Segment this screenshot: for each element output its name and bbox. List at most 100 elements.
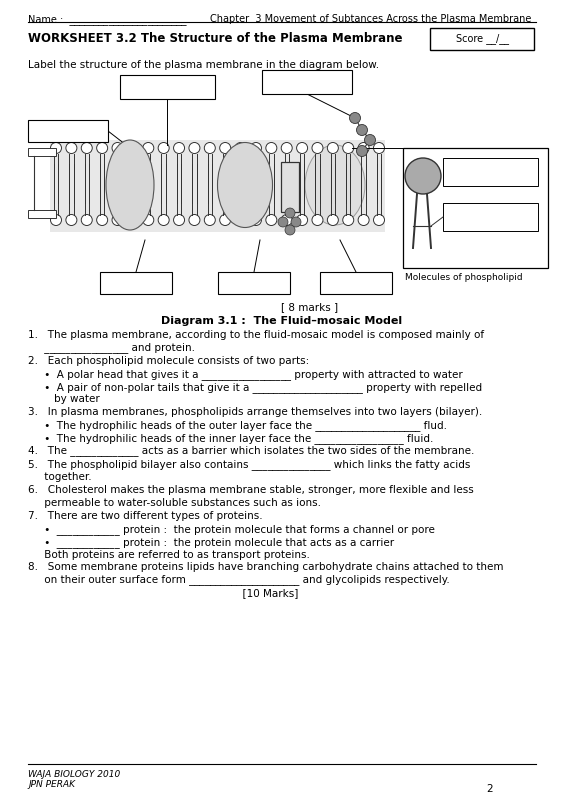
Circle shape [220,214,231,225]
Text: JPN PERAK: JPN PERAK [28,780,75,789]
Circle shape [312,142,323,154]
Text: by water: by water [28,395,100,404]
Circle shape [281,142,292,154]
Text: ________________ and protein.: ________________ and protein. [28,342,195,353]
Circle shape [220,142,231,154]
Bar [403,148,548,268]
Circle shape [158,214,169,225]
Bar [443,203,538,231]
Circle shape [350,112,360,123]
Bar [320,272,392,294]
Circle shape [373,142,385,154]
Text: 6.   Cholesterol makes the plasma membrane stable, stronger, more flexible and l: 6. Cholesterol makes the plasma membrane… [28,485,474,495]
Circle shape [266,214,277,225]
Bar [100,272,172,294]
Text: [10 Marks]: [10 Marks] [28,588,298,598]
Circle shape [81,142,92,154]
Bar [28,148,56,156]
Circle shape [297,214,307,225]
Circle shape [158,142,169,154]
Circle shape [358,214,369,225]
Text: 4.   The _____________ acts as a barrier which isolates the two sides of the mem: 4. The _____________ acts as a barrier w… [28,446,474,456]
Bar [218,272,290,294]
Circle shape [143,142,154,154]
Circle shape [285,208,295,218]
Text: on their outer surface form _____________________ and glycolipids respectively.: on their outer surface form ____________… [28,575,450,585]
Circle shape [312,214,323,225]
Circle shape [204,142,215,154]
Text: Name :  ________________________: Name : ________________________ [28,14,187,25]
Text: 1.   The plasma membrane, according to the fluid-mosaic model is composed mainly: 1. The plasma membrane, according to the… [28,330,484,340]
Circle shape [127,142,138,154]
Circle shape [66,214,77,225]
Text: 7.   There are two different types of proteins.: 7. There are two different types of prot… [28,511,263,521]
Text: permeable to water-soluble substances such as ions.: permeable to water-soluble substances su… [28,498,321,508]
Text: •  A polar head that gives it a _________________ property with attracted to wat: • A polar head that gives it a _________… [28,369,462,380]
Circle shape [235,142,246,154]
Circle shape [266,142,277,154]
Bar [28,120,108,142]
Ellipse shape [305,145,365,225]
Circle shape [250,142,262,154]
Circle shape [189,214,200,225]
Circle shape [235,214,246,225]
Circle shape [189,142,200,154]
Text: Score __/__: Score __/__ [456,33,509,45]
Text: 3.   In plasma membranes, phospholipids arrange themselves into two layers (bila: 3. In plasma membranes, phospholipids ar… [28,407,482,417]
Text: [ 8 marks ]: [ 8 marks ] [281,302,338,312]
Text: •  A pair of non-polar tails that give it a _____________________ property with : • A pair of non-polar tails that give it… [28,382,482,393]
Text: 5.   The phospholipid bilayer also contains _______________ which links the fatt: 5. The phospholipid bilayer also contain… [28,459,470,470]
Circle shape [327,214,338,225]
Text: Label the structure of the plasma membrane in the diagram below.: Label the structure of the plasma membra… [28,60,379,70]
Text: 8.   Some membrane proteins lipids have branching carbohydrate chains attached t: 8. Some membrane proteins lipids have br… [28,562,504,572]
Circle shape [285,225,295,235]
Circle shape [127,214,138,225]
Text: •  ____________ protein :  the protein molecule that acts as a carrier: • ____________ protein : the protein mol… [28,537,394,548]
Circle shape [343,214,354,225]
Text: •  The hydrophilic heads of the outer layer face the ____________________ flud.: • The hydrophilic heads of the outer lay… [28,420,447,431]
Text: Both proteins are referred to as transport proteins.: Both proteins are referred to as transpo… [28,549,310,560]
Text: Diagram 3.1 :  The Fluid–mosaic Model: Diagram 3.1 : The Fluid–mosaic Model [161,316,403,326]
Circle shape [281,214,292,225]
Circle shape [297,142,307,154]
Circle shape [96,214,108,225]
Circle shape [364,135,376,146]
Text: 2: 2 [487,784,494,794]
Bar [281,162,299,212]
Circle shape [278,217,288,227]
Circle shape [373,214,385,225]
Circle shape [81,214,92,225]
Text: WORKSHEET 3.2 The Structure of the Plasma Membrane: WORKSHEET 3.2 The Structure of the Plasm… [28,32,403,45]
Circle shape [51,142,61,154]
Text: Molecules of phospholipid: Molecules of phospholipid [405,273,523,282]
Circle shape [356,124,368,135]
Ellipse shape [218,142,272,228]
Circle shape [343,142,354,154]
Text: together.: together. [28,471,91,482]
Circle shape [174,214,184,225]
Bar [120,75,215,99]
Circle shape [327,142,338,154]
Circle shape [174,142,184,154]
Circle shape [66,142,77,154]
Text: WAJA BIOLOGY 2010: WAJA BIOLOGY 2010 [28,770,120,779]
Circle shape [112,142,123,154]
Circle shape [204,214,215,225]
Bar [262,70,352,94]
Circle shape [291,217,301,227]
Circle shape [250,214,262,225]
Circle shape [405,158,441,194]
Circle shape [96,142,108,154]
Text: Chapter  3 Movement of Subtances Across the Plasma Membrane: Chapter 3 Movement of Subtances Across t… [210,14,531,24]
Text: •  The hydrophilic heads of the inner layer face the _________________ fluid.: • The hydrophilic heads of the inner lay… [28,433,433,444]
Circle shape [356,146,368,157]
Text: 2.   Each phospholipid molecule consists of two parts:: 2. Each phospholipid molecule consists o… [28,356,309,366]
Bar [430,28,534,50]
Circle shape [143,214,154,225]
Bar [28,210,56,218]
Text: •  ____________ protein :  the protein molecule that forms a channel or pore: • ____________ protein : the protein mol… [28,525,435,536]
Circle shape [51,214,61,225]
Bar [443,158,538,186]
Ellipse shape [106,140,154,230]
Circle shape [112,214,123,225]
